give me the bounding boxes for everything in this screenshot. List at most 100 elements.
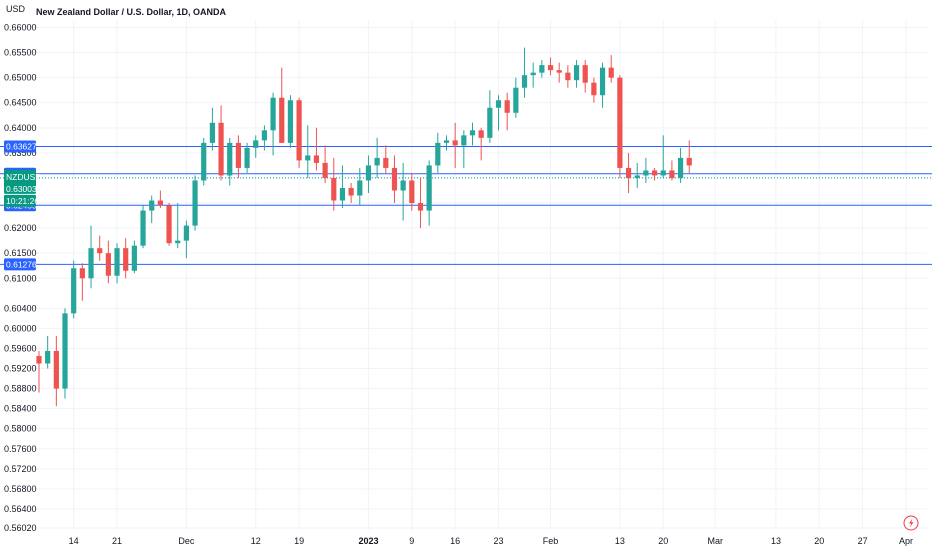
candle[interactable]	[322, 145, 328, 183]
candlestick-series[interactable]	[36, 47, 692, 407]
candle[interactable]	[417, 177, 424, 229]
candle[interactable]	[660, 135, 666, 178]
candle[interactable]	[643, 157, 649, 183]
candle[interactable]	[201, 137, 207, 186]
lightning-bolt-icon[interactable]	[903, 515, 919, 531]
candle[interactable]	[244, 142, 250, 173]
candle[interactable]	[565, 65, 571, 88]
candle[interactable]	[452, 122, 458, 168]
candle-body	[599, 67, 606, 96]
candle[interactable]	[608, 55, 614, 83]
candle[interactable]	[400, 162, 406, 221]
candle[interactable]	[409, 172, 415, 211]
candle[interactable]	[287, 95, 294, 148]
y-tick-label: 0.65000	[4, 73, 37, 83]
horizontal-levels[interactable]	[0, 146, 932, 265]
candle-body	[495, 100, 502, 108]
symbol-label: NZDUSD	[6, 172, 41, 182]
candle[interactable]	[478, 127, 484, 161]
x-tick-label: 13	[615, 536, 625, 546]
candle[interactable]	[227, 137, 233, 186]
candle-body	[131, 245, 137, 271]
candle[interactable]	[235, 135, 242, 178]
candle[interactable]	[686, 140, 692, 173]
candle[interactable]	[461, 130, 467, 168]
candle-body	[539, 65, 545, 73]
candle[interactable]	[539, 60, 545, 78]
candle[interactable]	[36, 350, 42, 393]
candle[interactable]	[192, 175, 198, 231]
candle-body	[287, 100, 294, 143]
candle-body	[521, 75, 528, 88]
candle[interactable]	[634, 162, 640, 188]
candle[interactable]	[677, 147, 684, 183]
candle[interactable]	[166, 203, 172, 246]
candle[interactable]	[331, 157, 337, 211]
candle[interactable]	[669, 160, 675, 181]
candle[interactable]	[175, 203, 181, 249]
candle-body	[686, 157, 692, 166]
candle[interactable]	[140, 205, 146, 249]
candle[interactable]	[495, 95, 502, 131]
candle[interactable]	[157, 190, 163, 209]
x-tick-label: Dec	[178, 536, 195, 546]
candle[interactable]	[521, 47, 528, 98]
candle[interactable]	[573, 60, 580, 88]
x-tick-label: 2023	[358, 536, 378, 546]
candle[interactable]	[651, 167, 658, 181]
candle[interactable]	[270, 92, 276, 156]
candle[interactable]	[105, 240, 111, 284]
candle[interactable]	[71, 260, 77, 319]
candle[interactable]	[374, 137, 380, 178]
candle[interactable]	[547, 57, 554, 76]
candle[interactable]	[149, 195, 155, 224]
candle[interactable]	[365, 155, 372, 194]
candle[interactable]	[123, 238, 129, 279]
candle-body	[339, 187, 346, 201]
candle[interactable]	[183, 220, 189, 259]
candle[interactable]	[313, 127, 320, 171]
candle[interactable]	[305, 125, 311, 178]
candle[interactable]	[88, 225, 94, 289]
candle[interactable]	[435, 132, 441, 173]
candle[interactable]	[62, 308, 68, 399]
candle[interactable]	[530, 62, 536, 88]
candle[interactable]	[591, 77, 597, 103]
candle[interactable]	[357, 167, 363, 206]
candle[interactable]	[339, 165, 346, 209]
candle[interactable]	[383, 145, 389, 173]
candle[interactable]	[582, 60, 588, 93]
candle-body	[478, 130, 484, 138]
candle[interactable]	[45, 335, 51, 369]
candle[interactable]	[218, 105, 224, 181]
candle[interactable]	[426, 160, 432, 226]
candle[interactable]	[391, 155, 398, 204]
candle[interactable]	[114, 243, 120, 284]
candle[interactable]	[443, 135, 450, 151]
candle[interactable]	[209, 107, 215, 151]
candle[interactable]	[599, 62, 606, 108]
candle-body	[244, 147, 250, 168]
candle[interactable]	[469, 122, 476, 146]
candle[interactable]	[296, 97, 302, 168]
candle[interactable]	[348, 182, 354, 204]
candle[interactable]	[131, 240, 137, 274]
candle[interactable]	[556, 62, 562, 83]
candle[interactable]	[53, 335, 59, 407]
candle[interactable]	[279, 67, 285, 143]
candle[interactable]	[617, 75, 623, 178]
y-tick-label: 0.57600	[4, 444, 37, 454]
candle[interactable]	[504, 92, 510, 131]
candle[interactable]	[261, 125, 268, 151]
candle[interactable]	[79, 263, 85, 301]
time-axis[interactable]: 14 21 Dec 12 19 2023 9 16 23 Feb 13 20 Mar 13 20 27 Apr	[69, 536, 913, 546]
candle[interactable]	[253, 135, 259, 158]
candle[interactable]	[97, 235, 103, 261]
candle[interactable]	[487, 90, 493, 143]
candle[interactable]	[625, 152, 632, 194]
candle[interactable]	[513, 77, 519, 118]
y-tick-label: 0.56800	[4, 484, 37, 494]
candle-body	[79, 268, 85, 279]
